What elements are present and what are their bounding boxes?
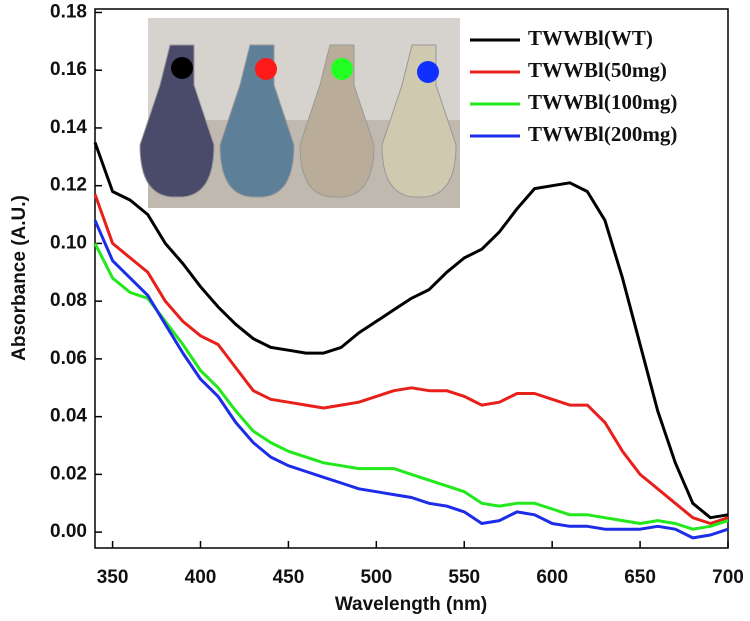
y-tick-label: 0.06 xyxy=(50,348,87,369)
y-tick-label: 0.10 xyxy=(50,232,87,253)
x-tick-label: 350 xyxy=(97,567,129,588)
y-tick-label: 0.16 xyxy=(50,59,87,80)
x-tick-label: 650 xyxy=(624,567,656,588)
x-tick-label: 450 xyxy=(273,567,305,588)
inset-photo xyxy=(139,18,460,208)
x-tick-label: 700 xyxy=(712,567,744,588)
legend-label: TWWBl(100mg) xyxy=(528,90,677,114)
y-axis-label: Absorbance (A.U.) xyxy=(9,195,30,361)
data-line xyxy=(93,193,729,525)
x-tick-label: 600 xyxy=(536,567,568,588)
y-tick-label: 0.18 xyxy=(50,1,87,22)
y-tick-label: 0.02 xyxy=(50,463,87,484)
data-line xyxy=(93,141,729,520)
plot-frame xyxy=(94,8,729,549)
x-axis-label: Wavelength (nm) xyxy=(335,594,487,615)
legend-label: TWWBl(50mg) xyxy=(528,58,667,82)
x-tick-label: 550 xyxy=(448,567,480,588)
y-tick-label: 0.08 xyxy=(50,290,87,311)
data-line xyxy=(93,242,729,531)
y-tick-label: 0.12 xyxy=(50,175,87,196)
legend-label: TWWBl(WT) xyxy=(528,26,653,50)
x-tick-label: 400 xyxy=(185,567,217,588)
y-tick-label: 0.14 xyxy=(50,117,87,138)
data-line xyxy=(93,219,729,540)
y-tick-label: 0.04 xyxy=(50,406,87,427)
legend-label: TWWBl(200mg) xyxy=(528,122,677,146)
y-tick-label: 0.00 xyxy=(50,521,87,542)
x-tick-label: 500 xyxy=(360,567,392,588)
